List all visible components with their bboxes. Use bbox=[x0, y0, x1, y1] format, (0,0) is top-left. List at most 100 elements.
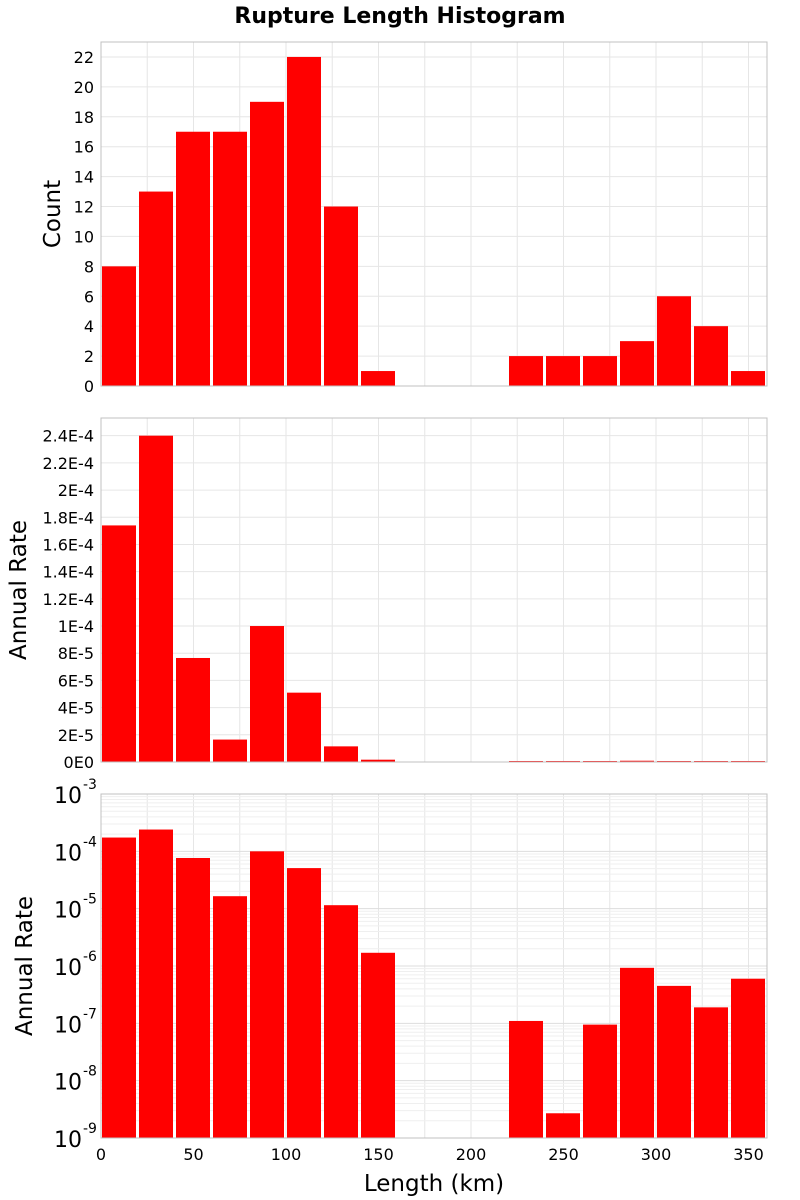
y-tick-label: 10 bbox=[54, 956, 82, 981]
y-tick-label: 1.2E-4 bbox=[42, 590, 94, 609]
y-tick-label: 0E0 bbox=[64, 753, 94, 772]
count-y-label: Count bbox=[40, 180, 66, 248]
x-axis-label: Length (km) bbox=[364, 1171, 504, 1197]
bar bbox=[583, 356, 617, 386]
y-tick-label: 6 bbox=[84, 287, 94, 306]
bar bbox=[139, 829, 173, 1138]
y-tick-label: 22 bbox=[74, 48, 94, 67]
bar bbox=[213, 896, 247, 1138]
y-tick-label: 10 bbox=[54, 1128, 82, 1153]
bar bbox=[657, 985, 691, 1138]
count-frame bbox=[100, 41, 768, 387]
bar bbox=[287, 56, 321, 387]
bar bbox=[324, 746, 358, 762]
y-tick-label: 1.6E-4 bbox=[42, 535, 94, 554]
bar bbox=[620, 967, 654, 1138]
bar bbox=[176, 657, 210, 762]
y-tick-label: 8 bbox=[84, 257, 94, 276]
rate-log-bars bbox=[102, 829, 765, 1138]
y-tick-label: 18 bbox=[74, 108, 94, 127]
bar bbox=[361, 952, 395, 1138]
x-tick-label: 50 bbox=[183, 1145, 203, 1164]
y-tick-label: 10 bbox=[74, 227, 94, 246]
bar bbox=[287, 692, 321, 762]
y-tick-label: 2E-5 bbox=[58, 726, 94, 745]
bar bbox=[694, 326, 728, 386]
y-tick-exponent: -4 bbox=[83, 834, 97, 850]
y-tick-label: 8E-5 bbox=[58, 644, 94, 663]
y-tick-label: 10 bbox=[54, 784, 82, 809]
rate-log-y-label: Annual Rate bbox=[12, 896, 38, 1036]
bar bbox=[250, 626, 284, 762]
y-tick-label: 0 bbox=[84, 377, 94, 396]
y-tick-label: 4 bbox=[84, 317, 94, 336]
rate-log-panel: 10-910-810-710-610-510-410-3 0 50 100 150 20… bbox=[12, 777, 768, 1197]
bar bbox=[139, 435, 173, 762]
bar bbox=[287, 868, 321, 1138]
x-tick-label: 300 bbox=[641, 1145, 672, 1164]
rate-log-frame bbox=[100, 793, 768, 1139]
count-bars bbox=[102, 56, 765, 387]
y-tick-label: 20 bbox=[74, 78, 94, 97]
y-tick-label: 1E-4 bbox=[58, 617, 94, 636]
bar bbox=[102, 525, 136, 762]
x-tick-label: 150 bbox=[363, 1145, 394, 1164]
y-tick-label: 10 bbox=[54, 841, 82, 866]
bar bbox=[583, 1024, 617, 1138]
rate-log-y-ticks: 10-910-810-710-610-510-410-3 bbox=[54, 777, 97, 1153]
bar bbox=[546, 356, 580, 386]
count-y-ticks: 0 2 4 6 8 10 12 14 16 18 20 22 bbox=[74, 48, 94, 396]
y-tick-label: 14 bbox=[74, 168, 94, 187]
bar bbox=[509, 356, 543, 386]
bar bbox=[102, 266, 136, 386]
bar bbox=[176, 131, 210, 386]
bar bbox=[731, 978, 765, 1138]
rate-linear-grid bbox=[101, 418, 767, 763]
y-tick-label: 2 bbox=[84, 347, 94, 366]
y-tick-label: 10 bbox=[54, 1013, 82, 1038]
bar bbox=[324, 206, 358, 386]
y-tick-exponent: -5 bbox=[83, 892, 97, 908]
x-tick-label: 100 bbox=[271, 1145, 302, 1164]
bar bbox=[213, 739, 247, 762]
count-panel: 0 2 4 6 8 10 12 14 16 18 20 22 Count bbox=[40, 41, 768, 396]
x-tick-label: 200 bbox=[456, 1145, 487, 1164]
x-tick-label: 0 bbox=[96, 1145, 106, 1164]
x-tick-label: 350 bbox=[733, 1145, 764, 1164]
y-tick-exponent: -9 bbox=[83, 1121, 97, 1137]
y-tick-label: 16 bbox=[74, 138, 94, 157]
bar bbox=[620, 760, 654, 762]
y-tick-exponent: -7 bbox=[83, 1006, 97, 1022]
bar bbox=[324, 905, 358, 1138]
bar bbox=[361, 371, 395, 386]
y-tick-label: 10 bbox=[54, 899, 82, 924]
y-tick-exponent: -3 bbox=[83, 777, 97, 793]
y-tick-label: 2E-4 bbox=[58, 481, 94, 500]
y-tick-label: 6E-5 bbox=[58, 671, 94, 690]
bar bbox=[250, 851, 284, 1138]
rate-linear-y-ticks: 0E0 2E-5 4E-5 6E-5 8E-5 1E-4 1.2E-4 1.4E-4 1.6E-… bbox=[42, 427, 94, 772]
bar bbox=[139, 191, 173, 386]
bar bbox=[361, 759, 395, 762]
bar bbox=[102, 837, 136, 1138]
bar bbox=[731, 371, 765, 386]
y-tick-label: 12 bbox=[74, 198, 94, 217]
bar bbox=[620, 341, 654, 386]
y-tick-label: 2.4E-4 bbox=[42, 427, 94, 446]
y-tick-exponent: -6 bbox=[83, 949, 97, 965]
x-axis-ticks: 0 50 100 150 200 250 300 350 bbox=[96, 1145, 764, 1164]
y-tick-label: 1.4E-4 bbox=[42, 563, 94, 582]
bar bbox=[176, 858, 210, 1138]
bar bbox=[250, 101, 284, 387]
bar bbox=[213, 131, 247, 386]
y-tick-label: 1.8E-4 bbox=[42, 508, 94, 527]
y-tick-label: 10 bbox=[54, 1071, 82, 1096]
rate-linear-panel: 0E0 2E-5 4E-5 6E-5 8E-5 1E-4 1.2E-4 1.4E-4 1.6E-… bbox=[6, 417, 768, 772]
chart-title: Rupture Length Histogram bbox=[234, 4, 565, 29]
bar bbox=[694, 1007, 728, 1138]
bar bbox=[509, 1020, 543, 1138]
bar bbox=[546, 1113, 580, 1138]
y-tick-label: 4E-5 bbox=[58, 699, 94, 718]
y-tick-exponent: -8 bbox=[83, 1064, 97, 1080]
